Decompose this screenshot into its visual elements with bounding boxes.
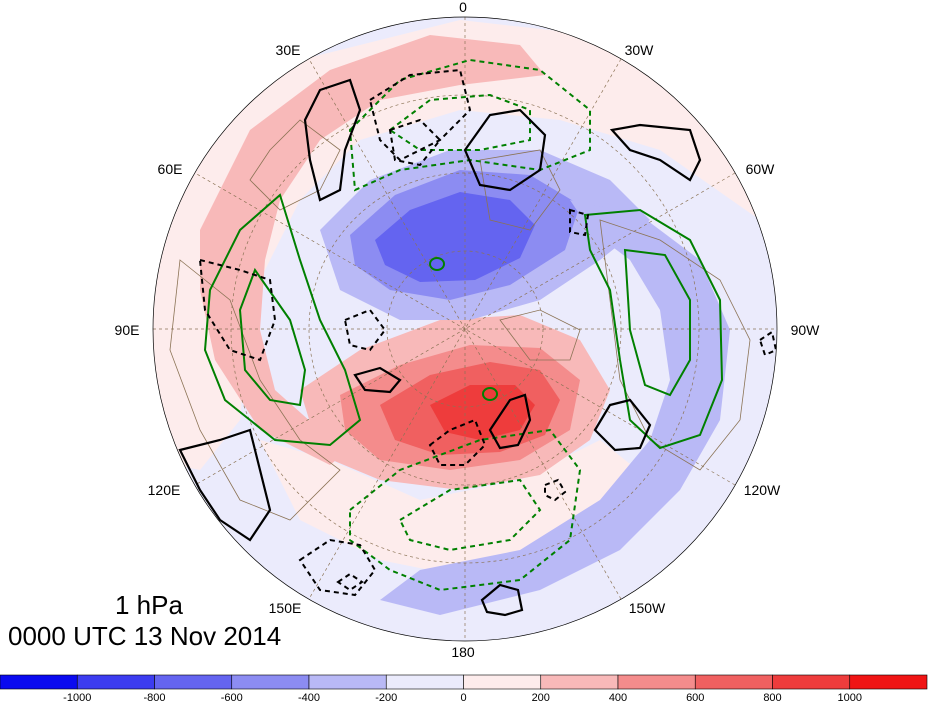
colorbar-tick-label: 200: [532, 692, 550, 702]
colorbar-labels: -1000 -800 -600 -400 -200 0 200 400 600 800 1000: [63, 692, 862, 702]
lon-label-120w: 120W: [744, 482, 781, 498]
graticule-meridian-30: [308, 58, 622, 600]
primary-solid-namerica-edge: [593, 398, 652, 452]
colorbar-cell: [463, 674, 542, 690]
primary-contours-dashed: [198, 68, 777, 597]
colorbar-cell: [308, 674, 387, 690]
colorbar-tick-label: 1000: [838, 692, 862, 702]
colorbar: -1000 -800 -600 -400 -200 0 200 400 600 800 1000: [0, 674, 928, 702]
colorbar-tick-label: 400: [609, 692, 627, 702]
lon-label-60e: 60E: [158, 161, 183, 177]
lon-label-90e: 90E: [115, 322, 140, 338]
colorbar-cell: [849, 674, 928, 690]
colorbar-cell: [772, 674, 851, 690]
secondary-solid-namerica: [583, 208, 724, 450]
colorbar-cell: [154, 674, 233, 690]
graticule: [153, 17, 777, 641]
colorbar-cell: [231, 674, 310, 690]
colorbar-cell: [385, 674, 464, 690]
shade-negative-800: [400, 215, 490, 272]
secondary-dashed-south: [349, 428, 582, 592]
secondary-small-ring-2: [482, 387, 498, 401]
shading-layer: [153, 20, 777, 615]
lon-label-90w: 90W: [791, 322, 821, 338]
graticule-meridian-60: [194, 172, 736, 486]
coast-greenland: [479, 149, 561, 231]
primary-dashed-north-2: [388, 118, 442, 167]
lon-label-150w: 150W: [629, 600, 666, 616]
secondary-dashed-north-inner: [388, 93, 531, 151]
coast-asia: [169, 259, 341, 521]
lon-label-0: 0: [459, 0, 467, 15]
primary-solid-siberia-2: [488, 393, 532, 450]
level-label: 1 hPa: [115, 590, 183, 620]
coastlines: [169, 119, 751, 521]
map-disk: [152, 16, 778, 642]
primary-solid-pacific: [480, 583, 524, 617]
primary-dashed-west: [198, 258, 277, 362]
graticule-meridian-150: [308, 58, 622, 600]
shade-positive-800: [430, 385, 535, 440]
coast-arctic-islands: [499, 309, 581, 361]
colorbar-cell: [76, 674, 155, 690]
primary-solid-greenland-sea: [609, 123, 702, 182]
primary-dashed-alaska: [544, 478, 567, 502]
secondary-contours: [203, 193, 724, 450]
colorbar-tick-label: 800: [763, 692, 781, 702]
primary-solid-asia-west: [178, 428, 272, 542]
colorbar-tick-label: -1000: [63, 692, 91, 702]
colorbar-tick-label: -200: [375, 692, 397, 702]
colorbar-tick-label: -600: [221, 692, 243, 702]
lon-label-60w: 60W: [746, 161, 776, 177]
primary-dashed-siberia: [343, 308, 387, 352]
colorbar-tick-label: -800: [143, 692, 165, 702]
secondary-small-ring-1: [429, 257, 445, 271]
primary-solid-europe: [303, 78, 362, 202]
primary-contours: [178, 78, 702, 617]
secondary-dashed-north: [348, 58, 591, 192]
secondary-solid-namerica-inner: [623, 248, 691, 397]
colorbar-cells: [0, 674, 928, 690]
time-label: 0000 UTC 13 Nov 2014: [8, 621, 282, 651]
secondary-solid-eurasia: [203, 193, 362, 447]
primary-dashed-pacific: [298, 538, 377, 597]
longitude-labels: 0 30W 60W 90W 120W 150W 180 150E 120E 90…: [115, 0, 821, 660]
secondary-contours-dashed: [348, 58, 591, 592]
lon-label-150e: 150E: [269, 600, 302, 616]
shade-positive-200-arc: [200, 35, 545, 465]
map-border: [152, 16, 778, 642]
coast-europe: [249, 119, 341, 211]
secondary-solid-eurasia-inner: [238, 267, 307, 407]
primary-dashed-east: [758, 330, 777, 357]
colorbar-cell: [617, 674, 696, 690]
lon-label-30e: 30E: [276, 42, 301, 58]
lon-label-180: 180: [451, 644, 475, 660]
colorbar-tick-label: 0: [460, 692, 466, 702]
colorbar-tick-label: -400: [298, 692, 320, 702]
primary-dashed-pacific-ring: [336, 572, 364, 592]
primary-solid-scandinavia: [463, 108, 547, 192]
shade-negative-200-arc: [380, 200, 730, 615]
colorbar-cell: [694, 674, 773, 690]
colorbar-cell: [540, 674, 619, 690]
coast-north-america: [599, 219, 751, 471]
lon-label-30w: 30W: [625, 42, 655, 58]
colorbar-tick-label: 600: [686, 692, 704, 702]
primary-solid-siberia-1: [353, 366, 402, 394]
colorbar-cell: [0, 674, 78, 690]
primary-dashed-canada: [569, 208, 590, 237]
lon-label-120e: 120E: [148, 482, 181, 498]
primary-dashed-north-1: [368, 68, 472, 162]
